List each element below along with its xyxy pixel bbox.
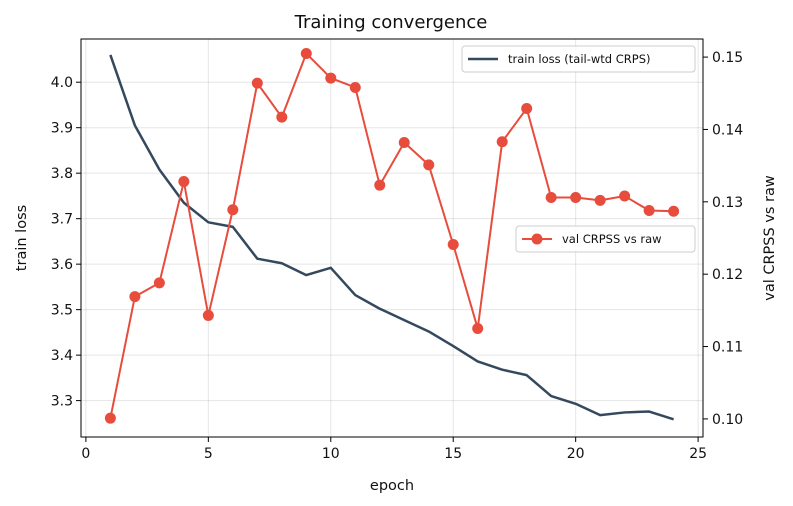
data-point <box>178 176 190 188</box>
y-left-tick-label: 3.6 <box>51 257 73 273</box>
data-point <box>349 81 361 93</box>
y-left-tick-label: 3.4 <box>51 348 73 364</box>
legend-box <box>461 45 696 73</box>
y-left-tick-label: 3.3 <box>51 394 73 410</box>
data-point <box>251 77 263 89</box>
data-point <box>398 136 410 148</box>
x-tick-label: 25 <box>689 446 707 462</box>
legend-box <box>515 225 696 253</box>
data-point <box>594 194 606 206</box>
x-tick-label: 10 <box>322 446 340 462</box>
y-right-tick-label: 0.14 <box>712 122 743 138</box>
y-left-tick-label: 3.8 <box>51 166 73 182</box>
data-point <box>521 102 533 114</box>
y-left-tick-label: 3.9 <box>51 121 73 137</box>
x-tick-label: 15 <box>444 446 462 462</box>
plot-frame <box>80 38 704 438</box>
data-point <box>447 239 459 251</box>
x-tick-label: 5 <box>204 446 213 462</box>
legend-label-train-loss: train loss (tail-wtd CRPS) <box>508 52 651 66</box>
x-axis-label: epoch <box>370 478 414 494</box>
y-right-tick-label: 0.12 <box>712 267 743 283</box>
y-right-tick-label: 0.13 <box>712 195 743 211</box>
data-point <box>545 191 557 203</box>
grid <box>81 39 703 437</box>
data-point <box>472 322 484 334</box>
legend-val-crpss: val CRPSS vs raw <box>515 225 696 253</box>
y-axis-right-label: val CRPSS vs raw <box>762 175 778 301</box>
data-point <box>423 159 435 171</box>
legend-label-val-crpss: val CRPSS vs raw <box>562 232 662 246</box>
series-layer <box>104 47 680 424</box>
legend-train-loss: train loss (tail-wtd CRPS) <box>461 45 696 73</box>
chart-title: Training convergence <box>294 12 488 33</box>
data-point <box>129 291 141 303</box>
legend-marker-val-crpss <box>531 233 543 245</box>
y-right-tick-label: 0.11 <box>712 340 743 356</box>
y-left-tick-label: 3.7 <box>51 212 73 228</box>
data-point <box>104 412 116 424</box>
data-point <box>202 309 214 321</box>
y-axis-left-label: train loss <box>14 205 30 271</box>
data-point <box>325 72 337 84</box>
y-left-tick-label: 3.5 <box>51 303 73 319</box>
y-right-tick-label: 0.10 <box>712 412 743 428</box>
data-point <box>227 204 239 216</box>
data-point <box>619 190 631 202</box>
data-point <box>374 179 386 191</box>
data-point <box>276 111 288 123</box>
x-tick-label: 0 <box>81 446 90 462</box>
data-point <box>496 136 508 148</box>
data-point <box>570 191 582 203</box>
series-line-0 <box>109 54 674 421</box>
data-point <box>668 205 680 217</box>
ticks: 0 5 10 15 20 25 3.3 3.4 3.5 3.6 3.7 3.8 3.9 4.0 0.10 0.… <box>51 50 744 462</box>
data-point <box>300 47 312 59</box>
y-left-tick-label: 4.0 <box>51 75 73 91</box>
y-right-tick-label: 0.15 <box>712 50 743 66</box>
data-point <box>153 277 165 289</box>
x-tick-label: 20 <box>567 446 585 462</box>
data-point <box>643 205 655 217</box>
